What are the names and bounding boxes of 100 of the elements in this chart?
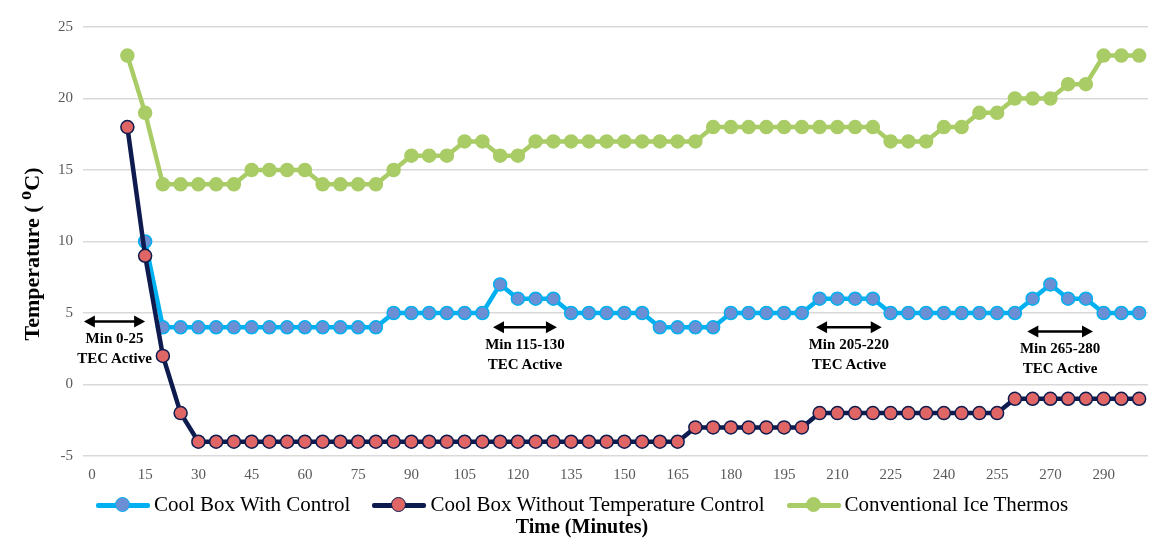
point [457, 434, 472, 449]
point [972, 105, 987, 121]
point [652, 434, 668, 449]
point [350, 320, 366, 335]
point [759, 420, 774, 435]
point [226, 320, 242, 335]
point [350, 177, 366, 192]
point [120, 119, 135, 135]
point [563, 134, 579, 149]
x-tick-label: 45 [244, 465, 260, 482]
point [883, 305, 898, 321]
point [705, 320, 721, 335]
point [954, 119, 969, 135]
point [510, 148, 526, 163]
annotation: Min 205-220 TEC Active [808, 336, 890, 373]
point [670, 434, 685, 449]
point [563, 305, 579, 321]
point [1096, 391, 1111, 407]
x-tick-label: 225 [879, 465, 902, 482]
point [386, 305, 401, 321]
point [368, 177, 384, 192]
y-tick-label: 20 [58, 89, 73, 106]
point [475, 434, 490, 449]
point [918, 305, 934, 321]
point [297, 162, 313, 178]
point [776, 305, 792, 321]
point [1060, 291, 1076, 306]
point [918, 405, 934, 421]
point [1131, 48, 1147, 63]
point [1114, 305, 1129, 321]
point [208, 434, 224, 449]
point [439, 305, 455, 321]
legend-label: Cool Box With Control [153, 492, 351, 517]
point [794, 305, 810, 321]
point [1060, 76, 1076, 92]
point [208, 177, 224, 192]
point [954, 405, 969, 421]
point [386, 434, 401, 449]
point [599, 434, 614, 449]
point [315, 177, 330, 192]
point [315, 320, 330, 335]
point [705, 420, 721, 435]
point [546, 434, 561, 449]
point [989, 405, 1005, 421]
y-tick-label: -5 [60, 446, 73, 463]
x-tick-label: 240 [932, 465, 956, 482]
y-tick-label: 5 [65, 303, 73, 320]
point [670, 134, 685, 149]
point [794, 420, 810, 435]
point [1078, 291, 1094, 306]
point [723, 420, 739, 435]
point [386, 162, 401, 178]
point [244, 320, 259, 335]
point [830, 119, 845, 135]
point [901, 405, 916, 421]
point [262, 434, 277, 449]
x-tick-label: 15 [137, 465, 153, 482]
point [688, 134, 703, 149]
point [262, 320, 277, 335]
point [475, 305, 490, 321]
point [741, 119, 756, 135]
point [883, 134, 898, 149]
x-tick-label: 165 [666, 465, 689, 482]
point [1096, 305, 1111, 321]
point [617, 434, 632, 449]
x-tick-label: 180 [719, 465, 743, 482]
point [776, 420, 792, 435]
point [191, 320, 206, 335]
point [972, 405, 987, 421]
point [705, 119, 721, 135]
point [936, 405, 952, 421]
point [404, 434, 419, 449]
point [191, 434, 206, 449]
point [279, 162, 295, 178]
point [439, 434, 455, 449]
point [510, 434, 526, 449]
point [173, 405, 188, 421]
y-tick-label: 0 [65, 375, 73, 392]
annotation: Min 115-130 TEC Active [485, 336, 565, 373]
point [279, 434, 295, 449]
point [812, 405, 827, 421]
point [333, 434, 348, 449]
annotation: Min 265-280 TEC Active [1019, 340, 1101, 377]
point [812, 291, 827, 306]
point [865, 119, 881, 135]
point [279, 320, 295, 335]
y-tick-label: 15 [58, 160, 73, 177]
point [1007, 91, 1023, 106]
point [492, 148, 508, 163]
legend-label: Conventional Ice Thermos [844, 492, 1069, 517]
x-tick-label: 105 [453, 465, 476, 482]
point [244, 434, 259, 449]
point [226, 434, 242, 449]
point [244, 162, 259, 178]
point [847, 405, 863, 421]
point [652, 320, 668, 335]
point [723, 305, 739, 321]
point [688, 420, 703, 435]
point [954, 305, 969, 321]
x-axis-title: Time (Minutes) [515, 515, 649, 537]
